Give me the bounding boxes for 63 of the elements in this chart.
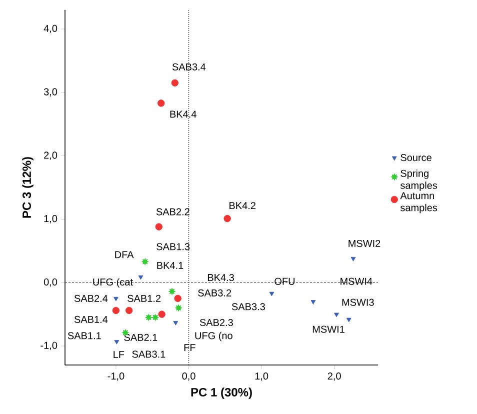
annotation: BK4.2 (230, 202, 256, 210)
annotation: SAB1.2 (128, 294, 161, 302)
annotation: MSWI1 (312, 326, 344, 333)
point (114, 340, 120, 344)
annotation: MSWI2 (348, 240, 380, 248)
point (174, 304, 182, 312)
annotation: SAB2.2 (156, 208, 190, 216)
point (112, 306, 120, 314)
point (168, 288, 176, 296)
annotation: SAB3.1 (132, 350, 166, 358)
annotation: LF (114, 351, 124, 358)
annotation: DFA (115, 251, 134, 258)
annotation: SAB1.4 (74, 316, 108, 324)
y-tick-label: 0,0 (44, 278, 58, 287)
point (158, 310, 166, 318)
point (138, 275, 144, 280)
annotation: SAB2.4 (74, 294, 108, 302)
annotation: SAB2.3 (200, 318, 233, 326)
y-tick-label: 1,0 (44, 215, 58, 224)
point (151, 314, 160, 322)
point (224, 214, 231, 222)
legend-label: Source (400, 154, 432, 162)
x-tick-label: 1,0 (255, 372, 268, 381)
annotation: SAB2.1 (124, 334, 158, 341)
y-tick-label: 2,0 (44, 152, 58, 160)
point (125, 306, 133, 314)
point (174, 294, 182, 302)
annotation: FF (184, 344, 196, 351)
point (114, 296, 118, 302)
annotation: SAB3.3 (232, 303, 265, 310)
y-tick-label: -1,0 (40, 342, 58, 350)
point (141, 258, 149, 266)
point (334, 312, 339, 318)
point (157, 100, 165, 107)
point (310, 300, 316, 304)
point (269, 292, 274, 296)
x-tick-label: -1,0 (108, 372, 124, 381)
annotation: MSWI4 (340, 278, 372, 285)
annotation: UFG (no (195, 332, 232, 342)
annotation: MSWI3 (342, 298, 374, 306)
annotation: BK4.1 (157, 262, 184, 269)
x-tick-label: 2,0 (328, 372, 341, 381)
annotation: SAB3.4 (172, 63, 206, 70)
annotation: BK4.4 (170, 110, 196, 118)
annotation: UFG (cat (93, 278, 133, 288)
legend-label: Autumn samples (400, 192, 438, 214)
annotation: OFU (274, 278, 295, 285)
point (350, 256, 356, 262)
annotation: SAB3.2 (198, 289, 232, 296)
annotation: SAB1.1 (68, 332, 101, 340)
y-axis-title: PC 3 (12%) (22, 157, 34, 218)
annotation: BK4.3 (208, 274, 234, 282)
point (173, 321, 178, 326)
y-tick-label: 4,0 (44, 24, 58, 34)
legend-label: Spring samples (400, 170, 438, 191)
point (155, 223, 163, 230)
x-tick-label: 0,0 (182, 372, 196, 381)
point (346, 318, 352, 322)
point (144, 314, 153, 322)
point (171, 79, 179, 86)
y-tick-label: 3,0 (44, 88, 58, 97)
annotation: SAB1.3 (156, 243, 190, 250)
x-axis-title: PC 1 (30%) (191, 388, 252, 399)
